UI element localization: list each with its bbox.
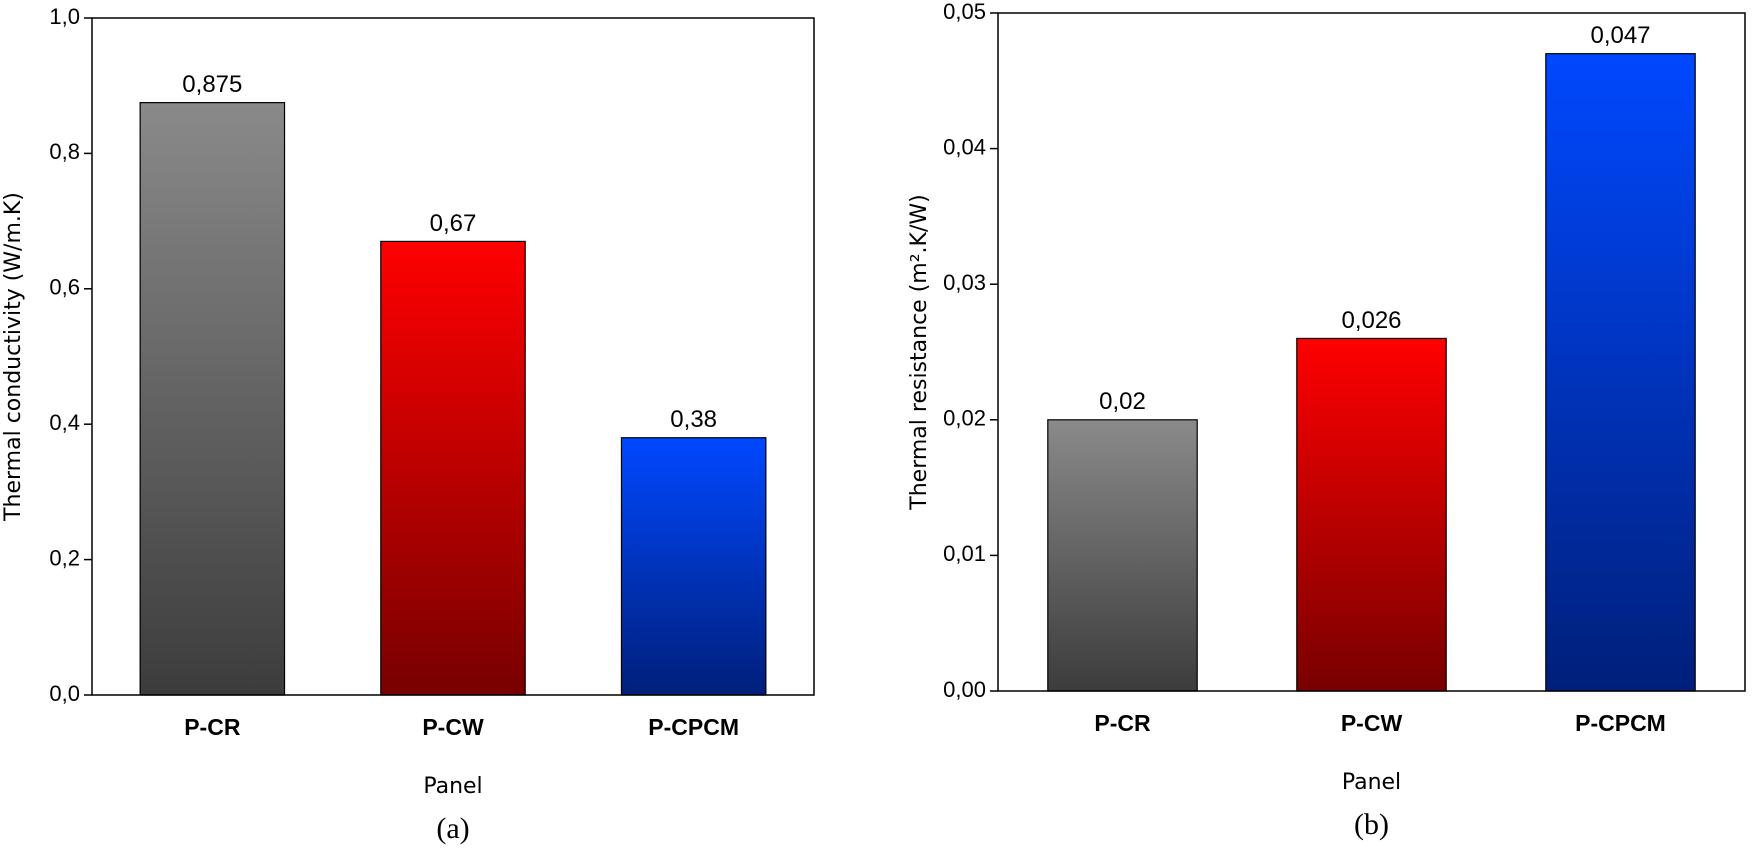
y-tick-label: 0,01 [943, 541, 986, 566]
y-tick-label: 0,04 [943, 134, 986, 159]
x-tick-label: P-CPCM [1575, 710, 1666, 736]
bar [1047, 419, 1198, 692]
value-label: 0,38 [670, 406, 717, 433]
y-tick-label: 0,0 [49, 681, 80, 706]
y-tick-label: 0,4 [49, 410, 80, 435]
plot-frame [997, 12, 1746, 692]
y-tick-label: 0,05 [943, 0, 986, 24]
y-axis-label: Thermal resistance (m².K/W) [907, 194, 932, 510]
x-tick-label: P-CR [184, 714, 241, 740]
plot-frame [91, 17, 815, 696]
y-tick-label: 0,00 [943, 677, 986, 702]
y-tick-label: 0,8 [49, 139, 80, 164]
y-tick-label: 0,02 [943, 406, 986, 431]
value-label: 0,026 [1341, 307, 1401, 334]
bar [620, 437, 767, 696]
caption: (b) [1354, 808, 1389, 841]
value-label: 0,047 [1590, 22, 1650, 49]
value-label: 0,875 [182, 71, 242, 98]
bar [1545, 53, 1696, 692]
caption: (a) [436, 812, 469, 845]
y-tick-label: 1,0 [49, 4, 80, 29]
y-tick-label: 0,6 [49, 275, 80, 300]
bar [139, 102, 286, 696]
x-tick-label: P-CW [1341, 710, 1403, 736]
x-tick-label: P-CR [1094, 710, 1151, 736]
x-axis-label: Panel [423, 774, 482, 799]
bar [1296, 337, 1447, 692]
value-label: 0,67 [430, 210, 477, 237]
x-tick-label: P-CPCM [648, 714, 739, 740]
x-tick-label: P-CW [422, 714, 484, 740]
value-label: 0,02 [1099, 388, 1146, 415]
x-axis-label: Panel [1342, 770, 1401, 795]
y-tick-label: 0,03 [943, 270, 986, 295]
y-axis-label: Thermal conductivity (W/m.K) [1, 192, 26, 522]
bar [380, 240, 526, 696]
y-tick-label: 0,2 [49, 545, 80, 570]
